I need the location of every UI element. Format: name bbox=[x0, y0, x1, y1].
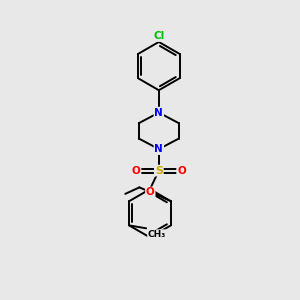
Text: O: O bbox=[132, 166, 140, 176]
Text: N: N bbox=[154, 144, 163, 154]
Text: Cl: Cl bbox=[153, 31, 164, 41]
Text: CH₃: CH₃ bbox=[148, 230, 166, 239]
Text: N: N bbox=[154, 108, 163, 118]
Text: S: S bbox=[155, 166, 163, 176]
Text: O: O bbox=[177, 166, 186, 176]
Text: O: O bbox=[146, 188, 155, 197]
